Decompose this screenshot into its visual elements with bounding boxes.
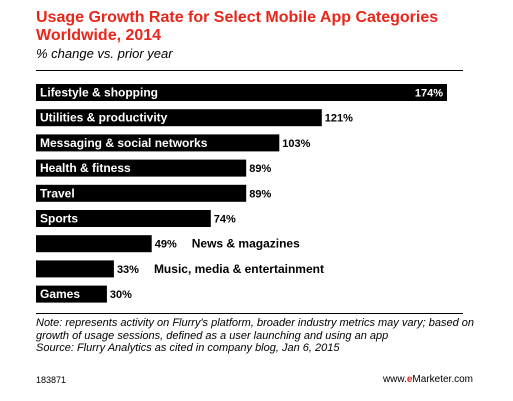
bar-games bbox=[36, 285, 107, 303]
value-label-games: 30% bbox=[110, 289, 132, 301]
category-label-music-media-entertainment: Music, media & entertainment bbox=[154, 262, 324, 276]
bar-travel bbox=[36, 184, 247, 202]
category-label-health-fitness: Health & fitness bbox=[40, 161, 131, 175]
chart-title: Usage Growth Rate for Select Mobile App … bbox=[36, 9, 439, 44]
value-label-health-fitness: 89% bbox=[249, 163, 271, 175]
category-label-utilities-productivity: Utilities & productivity bbox=[40, 111, 168, 125]
category-label-sports: Sports bbox=[40, 212, 78, 226]
value-label-messaging-social-networks: 103% bbox=[282, 138, 310, 150]
category-label-messaging-social-networks: Messaging & social networks bbox=[40, 136, 208, 150]
bar-sports bbox=[36, 210, 211, 227]
chart-subtitle: % change vs. prior year bbox=[36, 46, 173, 61]
brand-rest: Marketer.com bbox=[412, 374, 473, 385]
bar-music-media-entertainment bbox=[36, 260, 114, 278]
brand-prefix: www. bbox=[382, 374, 407, 385]
value-label-utilities-productivity: 121% bbox=[325, 113, 353, 125]
note-text: Note: represents activity on Flurry's pl… bbox=[36, 317, 474, 342]
bar-news-magazines bbox=[36, 235, 152, 253]
value-label-news-magazines: 49% bbox=[155, 239, 177, 251]
category-label-lifestyle-shopping: Lifestyle & shopping bbox=[40, 86, 158, 100]
value-label-lifestyle-shopping: 174% bbox=[415, 88, 443, 100]
bar-messaging-social-networks bbox=[36, 134, 280, 152]
value-label-sports: 74% bbox=[214, 214, 236, 226]
source-text: Source: Flurry Analytics as cited in com… bbox=[36, 342, 340, 354]
brand-link[interactable]: www.eMarketer.com bbox=[383, 374, 473, 385]
bar-utilities-productivity bbox=[36, 109, 322, 127]
category-label-news-magazines: News & magazines bbox=[192, 237, 300, 251]
brand-e: e bbox=[406, 374, 413, 385]
chart-notes: Note: represents activity on Flurry's pl… bbox=[36, 317, 476, 355]
category-label-travel: Travel bbox=[40, 186, 75, 200]
top-divider bbox=[36, 70, 463, 71]
chart-id: 183871 bbox=[36, 375, 67, 385]
value-label-music-media-entertainment: 33% bbox=[117, 264, 139, 276]
bar-lifestyle-shopping bbox=[36, 84, 447, 101]
bottom-divider bbox=[36, 313, 463, 314]
bar-health-fitness bbox=[36, 159, 247, 177]
value-label-travel: 89% bbox=[249, 188, 271, 200]
category-label-games: Games bbox=[40, 287, 80, 301]
